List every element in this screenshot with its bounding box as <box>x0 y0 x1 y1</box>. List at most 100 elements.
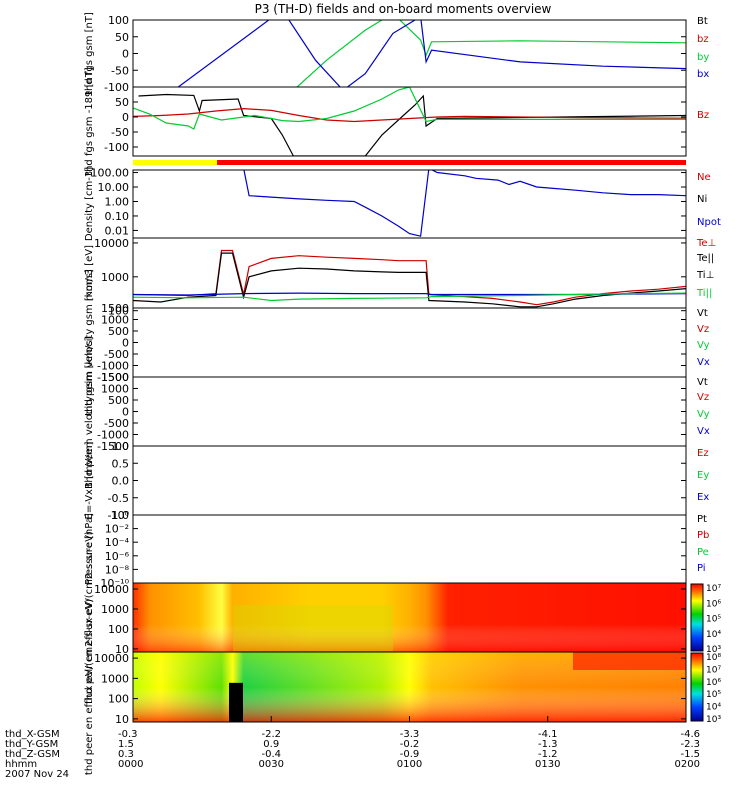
legend-entry: Pt <box>697 514 707 525</box>
colorbar: 10⁸ 10⁷ 10⁶ 10⁵ 10⁴ 10³ <box>690 652 721 725</box>
series-line-bx <box>177 20 686 87</box>
ephemeris-value: -4.1 <box>538 729 558 740</box>
y-tick-label: 10000 <box>94 583 129 596</box>
ephemeris-value: -0.2 <box>400 739 420 750</box>
legend-entry: Bz <box>697 110 709 121</box>
legend-entry: Vt <box>697 308 708 319</box>
ephemeris-value: -2.3 <box>680 739 700 750</box>
panel-frame <box>132 169 687 239</box>
ephemeris-value: -4.6 <box>680 729 700 740</box>
y-axis-label: thd peim velocity gsm [km/s] <box>84 269 95 416</box>
panel-9: 10⁷ 10⁶ 10⁵ 10⁴ 10³ 10000 1000 100 10 thd peir en… <box>84 531 721 704</box>
panel-frame <box>132 376 687 447</box>
ephemeris-value: 0.9 <box>263 739 279 750</box>
y-tick-label: 1000 <box>101 271 129 284</box>
y-tick-label: 0 <box>122 48 129 61</box>
y-tick-label: -100 <box>104 141 129 154</box>
colorbar-tick-label: 10⁶ <box>706 599 721 609</box>
y-tick-label: 1.00 <box>105 195 130 208</box>
colorbar-tick-label: 10⁷ <box>706 584 721 594</box>
y-tick-label: 50 <box>115 31 129 44</box>
legend-entry: Ex <box>697 492 709 503</box>
legend-entry: by <box>697 52 709 63</box>
ephemeris-value: 0130 <box>535 759 560 770</box>
series-group <box>133 87 686 156</box>
panel-2: Bz 50 0 -50 -100 thd fgs gsm -189 [nT] <box>84 67 709 176</box>
mode-bar <box>133 160 686 165</box>
colorbar-tick-label: 10⁴ <box>706 630 721 640</box>
y-tick-label: 10000 <box>94 652 129 665</box>
y-tick-label: 10⁻⁶ <box>105 550 130 563</box>
y-tick-label: 100 <box>108 305 129 318</box>
legend-entry: Pe <box>697 547 709 558</box>
y-tick-label: -1000 <box>97 360 129 373</box>
legend-entry: Vx <box>697 357 710 368</box>
ephemeris-row-label: thd_X-GSM <box>5 729 60 740</box>
ephemeris-value: 1.5 <box>118 739 134 750</box>
y-axis-label: E=-VxB [mV/m] <box>84 441 95 519</box>
y-tick-label: 1000 <box>101 603 129 616</box>
y-tick-label: 100 <box>108 14 129 27</box>
y-tick-label: 1.0 <box>112 440 130 453</box>
y-tick-label: 10 <box>115 713 129 726</box>
ephemeris-value: 0.3 <box>118 749 134 760</box>
colorbar-tick-label: 10³ <box>706 645 721 655</box>
colorbar-tick-label: 10⁶ <box>706 678 721 688</box>
panel-frame <box>132 445 687 516</box>
panel-1: Bt bz by bx 100 50 0 -50 -100 thd fgs gsm [nT] <box>84 12 709 95</box>
series-line-Te⊥ <box>133 249 686 306</box>
y-tick-label: 100 <box>108 693 129 706</box>
legend-entry: Te⊥ <box>696 238 716 249</box>
ephemeris-value: -1.2 <box>538 749 558 760</box>
legend-entry: Ti|| <box>696 288 712 299</box>
spectrogram <box>133 652 686 722</box>
legend-entry: bx <box>697 69 709 80</box>
y-axis-label: thd peer en efflux eV/(cm2-s-sr-eV) <box>84 599 95 775</box>
y-axis-label: thd fgs gsm [nT] <box>84 12 95 95</box>
legend-entry: bz <box>697 34 709 45</box>
y-tick-label: 0.5 <box>112 457 130 470</box>
legend-entry: Vt <box>697 377 708 388</box>
y-axis-label: Density [cm-3] <box>84 167 95 241</box>
legend-entry: Te|| <box>696 253 714 264</box>
legend-entry: Pb <box>697 530 709 541</box>
series-group <box>133 249 686 308</box>
ephemeris-value: -0.9 <box>400 749 420 760</box>
y-tick-label: 50 <box>115 96 129 109</box>
y-tick-label: 1000 <box>101 314 129 327</box>
colorbar-tick-label: 10⁴ <box>706 703 721 713</box>
y-tick-label: 0.01 <box>105 224 130 237</box>
panel-frame <box>132 307 687 378</box>
y-tick-label: 10.00 <box>98 181 130 194</box>
panel-frame <box>132 514 687 584</box>
ephemeris-value: -1.5 <box>680 749 700 760</box>
series-line-Ti|| <box>133 292 686 302</box>
legend-entry: Bt <box>697 16 708 27</box>
y-axis-label: thd peir en efflux eV/(cm2-s-sr-eV) <box>84 531 95 704</box>
y-tick-label: -1.0 <box>108 509 129 522</box>
y-tick-label: 1500 <box>101 302 129 315</box>
legend-entry: Ez <box>697 448 709 459</box>
legend-entry: Vx <box>697 426 710 437</box>
y-axis-label: Pressure [nPa] <box>84 513 95 585</box>
y-tick-label: -50 <box>111 64 129 77</box>
y-tick-label: -500 <box>104 348 129 361</box>
ephemeris-value: -0.4 <box>261 749 281 760</box>
colorbar: 10⁷ 10⁶ 10⁵ 10⁴ 10³ <box>690 583 721 655</box>
y-tick-label: 10⁻¹⁰ <box>100 577 129 590</box>
legend-entry: Npot <box>697 217 721 228</box>
panel-4: Te⊥ Te|| Ti⊥ Ti|| 10000 1000 100 mom3 [eV] <box>84 237 716 318</box>
y-tick-label: 100.00 <box>91 167 130 180</box>
ephemeris-row-label: hhmm <box>5 759 37 770</box>
y-tick-label: 500 <box>108 394 129 407</box>
colorbar-tick-label: 10⁵ <box>706 615 721 625</box>
y-tick-label: 0 <box>122 111 129 124</box>
series-line-Bz <box>133 107 686 123</box>
y-tick-label: 10⁻⁴ <box>105 536 130 549</box>
